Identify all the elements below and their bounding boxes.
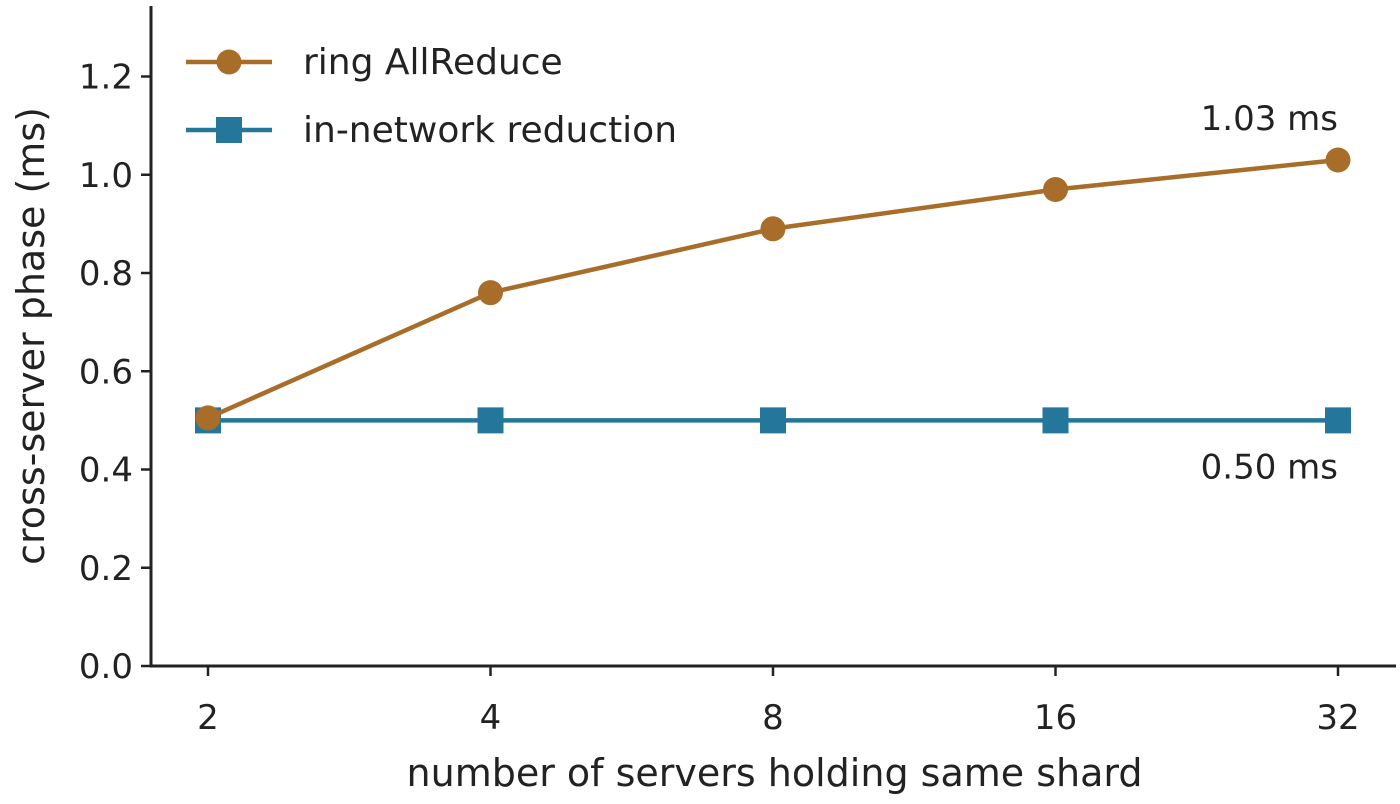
- data-point: [1042, 407, 1069, 434]
- x-tick-label: 2: [197, 698, 219, 738]
- x-tick-label: 16: [1034, 698, 1077, 738]
- y-tick-label: 0.2: [79, 549, 133, 589]
- x-tick-label: 32: [1316, 698, 1359, 738]
- annotation-in-network-reduction: 0.50 ms: [1201, 447, 1338, 487]
- y-tick-label: 0.6: [79, 352, 133, 392]
- data-point: [477, 407, 504, 434]
- x-tick-label: 8: [762, 698, 784, 738]
- data-point: [478, 280, 503, 306]
- data-point: [195, 405, 221, 431]
- y-tick-label: 0.4: [79, 451, 133, 491]
- data-point: [760, 407, 786, 434]
- annotation-ring-allreduce: 1.03 ms: [1201, 99, 1338, 139]
- legend-label: ring AllReduce: [303, 42, 563, 83]
- legend-marker: [216, 49, 242, 75]
- data-point: [1043, 176, 1068, 202]
- legend-label: in-network reduction: [303, 110, 677, 151]
- series-layer: 1.03 ms 0.50 ms: [195, 99, 1351, 487]
- legend: ring AllReduce in-network reduction: [186, 42, 677, 151]
- y-tick-label: 0.8: [79, 254, 133, 294]
- legend-marker: [216, 117, 242, 143]
- x-tick-label: 4: [480, 698, 502, 738]
- legend-item-in-network-reduction: in-network reduction: [186, 110, 677, 151]
- y-ticks: 0.0 0.2 0.4 0.6 0.8 1.0 1.2: [79, 58, 151, 687]
- data-point: [1325, 407, 1351, 434]
- data-point: [1325, 147, 1351, 173]
- series-line: [207, 157, 1339, 420]
- y-tick-label: 1.2: [79, 58, 133, 98]
- x-ticks: 2 4 8 16 32: [197, 666, 1360, 738]
- series-ring-allreduce: [195, 147, 1351, 431]
- series-in-network-reduction: [195, 407, 1351, 434]
- x-axis-title: number of servers holding same shard: [407, 751, 1143, 795]
- y-axis-title: cross-server phase (ms): [9, 107, 53, 565]
- legend-item-ring-allreduce: ring AllReduce: [186, 42, 563, 83]
- y-tick-label: 0.0: [79, 647, 133, 687]
- y-tick-label: 1.0: [79, 156, 133, 196]
- data-point: [760, 216, 786, 242]
